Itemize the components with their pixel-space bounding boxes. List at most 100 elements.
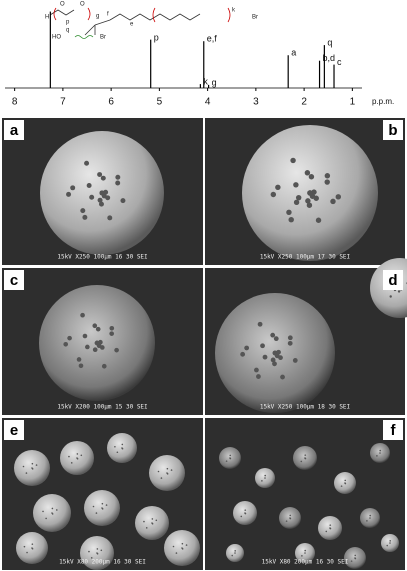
pore bbox=[97, 172, 103, 178]
pore bbox=[301, 555, 303, 557]
pore bbox=[92, 505, 95, 508]
structure-label: O bbox=[80, 2, 85, 8]
pore bbox=[45, 517, 47, 520]
pore bbox=[304, 549, 307, 552]
pore bbox=[155, 519, 158, 522]
pore bbox=[143, 520, 145, 523]
pore bbox=[96, 548, 99, 550]
pore bbox=[101, 508, 104, 510]
pore bbox=[67, 335, 72, 341]
pore bbox=[292, 358, 298, 363]
pore bbox=[270, 332, 276, 338]
pore bbox=[386, 544, 389, 547]
pore bbox=[31, 543, 34, 545]
pore bbox=[92, 347, 98, 353]
pore bbox=[234, 552, 236, 554]
pore bbox=[376, 455, 378, 457]
pore bbox=[389, 542, 391, 544]
pore bbox=[369, 517, 371, 519]
pore bbox=[335, 194, 342, 200]
pore bbox=[354, 554, 357, 557]
pore bbox=[272, 361, 277, 367]
structure-label: k bbox=[232, 8, 236, 14]
pore bbox=[105, 195, 111, 201]
pore bbox=[99, 190, 105, 196]
pore bbox=[114, 347, 119, 353]
pore bbox=[98, 201, 104, 207]
pore bbox=[114, 445, 116, 448]
structure-label: p bbox=[66, 20, 70, 26]
pore bbox=[264, 474, 267, 477]
pore bbox=[22, 465, 25, 468]
pore bbox=[120, 198, 126, 204]
panel-letter-box bbox=[4, 420, 24, 440]
pore bbox=[285, 520, 288, 522]
sem-panel: a 15kV X250 100μm 16 30 SEI bbox=[2, 118, 203, 265]
pore bbox=[397, 290, 401, 293]
pore bbox=[240, 515, 243, 518]
pore bbox=[100, 175, 106, 181]
pore bbox=[304, 552, 306, 554]
pore bbox=[324, 173, 331, 179]
x-tick-label: 1 bbox=[350, 97, 356, 108]
structure-label: g bbox=[96, 14, 99, 20]
pore bbox=[145, 527, 148, 529]
pore bbox=[315, 217, 322, 223]
x-tick-label: 2 bbox=[301, 97, 307, 108]
structure-label: e bbox=[130, 22, 134, 28]
pore bbox=[31, 547, 34, 550]
panel-letter-box bbox=[4, 270, 24, 290]
pore bbox=[289, 517, 292, 520]
pore bbox=[160, 477, 163, 479]
pore bbox=[80, 454, 83, 457]
pore bbox=[105, 504, 108, 506]
pore bbox=[181, 542, 184, 545]
pore bbox=[166, 473, 169, 475]
pore bbox=[84, 160, 90, 166]
pore bbox=[330, 198, 336, 205]
pore bbox=[35, 464, 38, 466]
x-tick-label: 7 bbox=[60, 97, 66, 108]
pore bbox=[96, 553, 99, 555]
pore bbox=[90, 557, 93, 559]
sem-panel: b 15kV X250 100μm 17 30 SEI bbox=[205, 118, 405, 265]
x-tick-label: 8 bbox=[12, 97, 18, 108]
pore bbox=[121, 447, 124, 450]
pore bbox=[80, 312, 85, 318]
pore bbox=[304, 457, 307, 460]
pore bbox=[289, 514, 292, 517]
pore bbox=[170, 469, 173, 471]
panel-footer: 15kV X80 200μm 16 30 SEI bbox=[59, 559, 146, 566]
pore bbox=[76, 458, 79, 460]
pore bbox=[350, 560, 353, 562]
x-tick-label: 3 bbox=[253, 97, 259, 108]
pore bbox=[262, 354, 268, 360]
pore bbox=[261, 480, 263, 482]
x-axis-label: p.p.m. bbox=[372, 97, 394, 106]
structure-label: HO bbox=[52, 35, 61, 41]
pore bbox=[31, 462, 34, 465]
pore bbox=[229, 454, 232, 457]
panel-letter: c bbox=[10, 272, 18, 289]
bonds bbox=[49, 9, 201, 36]
peak-label: k bbox=[203, 76, 208, 86]
linker bbox=[74, 35, 94, 39]
pore bbox=[26, 551, 28, 554]
pore bbox=[115, 180, 121, 186]
pore bbox=[82, 333, 88, 339]
pore bbox=[273, 336, 279, 342]
pore bbox=[56, 509, 58, 511]
pore bbox=[185, 544, 188, 546]
pore bbox=[234, 550, 236, 552]
pore bbox=[68, 455, 70, 458]
pore bbox=[256, 374, 261, 379]
pore bbox=[115, 174, 121, 180]
pore bbox=[175, 552, 178, 554]
panel-footer: 15kV X250 100μm 18 30 SEI bbox=[260, 404, 351, 411]
pore bbox=[344, 479, 347, 482]
panel-letter-box bbox=[383, 270, 403, 290]
pore bbox=[379, 449, 382, 452]
structure-label: f bbox=[107, 12, 109, 18]
pore bbox=[260, 343, 265, 349]
